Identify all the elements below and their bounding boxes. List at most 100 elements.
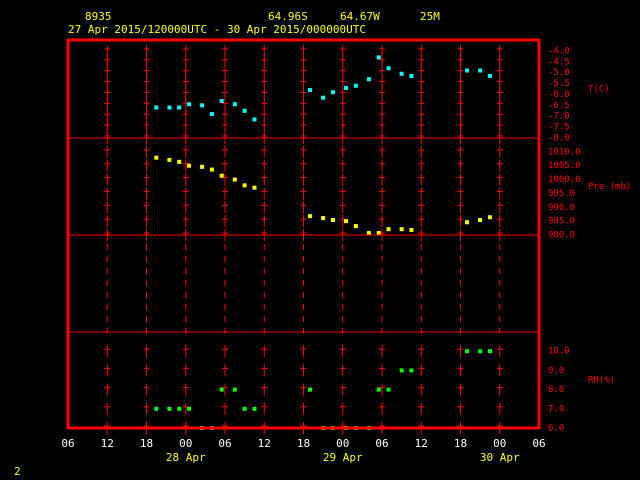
data-point: [177, 406, 182, 411]
latitude: 64.96S: [268, 10, 308, 23]
data-point: [242, 108, 247, 113]
data-point: [409, 228, 414, 233]
y-tick-label: 1005.0: [548, 161, 581, 171]
y-tick-label: -8.0: [548, 134, 570, 144]
data-point: [386, 387, 391, 392]
data-point: [465, 349, 470, 354]
y-tick-label: -6.5: [548, 101, 570, 111]
data-point: [308, 88, 313, 93]
data-point: [409, 73, 414, 78]
x-tick-label: 12: [415, 437, 428, 450]
y-tick-label: 8.0: [548, 385, 564, 395]
data-point: [177, 105, 182, 110]
data-point: [487, 215, 492, 220]
data-point: [232, 177, 237, 182]
data-point: [167, 157, 172, 162]
data-point: [167, 406, 172, 411]
data-point: [386, 66, 391, 71]
date-label: 30 Apr: [480, 451, 520, 464]
data-point: [232, 387, 237, 392]
data-point: [167, 105, 172, 110]
data-point: [399, 368, 404, 373]
x-tick-label: 18: [297, 437, 310, 450]
data-point: [487, 349, 492, 354]
data-point: [219, 387, 224, 392]
data-point: [209, 167, 214, 172]
y-axis-label: Pre (mb): [588, 182, 631, 192]
data-point: [366, 77, 371, 82]
date-label: 29 Apr: [323, 451, 363, 464]
data-point: [308, 387, 313, 392]
y-tick-label: -4.5: [548, 57, 570, 67]
data-point: [308, 214, 313, 219]
y-tick-label: 1010.0: [548, 147, 581, 157]
data-point: [376, 231, 381, 236]
y-tick-label: 10.0: [548, 347, 570, 357]
data-point: [187, 406, 192, 411]
data-point: [177, 159, 182, 164]
data-point: [487, 73, 492, 78]
data-point: [465, 220, 470, 225]
data-point: [353, 224, 358, 229]
data-point: [344, 85, 349, 90]
data-point: [187, 163, 192, 168]
y-tick-label: -7.0: [548, 112, 570, 122]
data-point: [242, 406, 247, 411]
data-point: [154, 155, 159, 160]
data-point: [252, 117, 257, 122]
data-point: [242, 183, 247, 188]
y-tick-label: -5.5: [548, 79, 570, 89]
data-point: [353, 83, 358, 88]
data-point: [386, 227, 391, 232]
y-axis-label: RH(%): [588, 376, 615, 386]
y-tick-label: 1000.0: [548, 175, 581, 185]
data-point: [330, 218, 335, 223]
y-tick-label: -5.0: [548, 68, 570, 78]
y-tick-label: 990.0: [548, 203, 575, 213]
y-tick-label: 7.0: [548, 404, 564, 414]
y-tick-label: 6.0: [548, 424, 564, 434]
x-tick-label: 00: [493, 437, 506, 450]
x-tick-label: 18: [454, 437, 467, 450]
data-point: [478, 218, 483, 223]
data-point: [209, 112, 214, 117]
data-point: [366, 231, 371, 236]
data-point: [219, 98, 224, 103]
y-tick-label: 9.0: [548, 366, 564, 376]
data-point: [200, 103, 205, 108]
data-point: [154, 105, 159, 110]
x-tick-label: 12: [101, 437, 114, 450]
data-point: [478, 349, 483, 354]
data-point: [252, 406, 257, 411]
data-point: [252, 185, 257, 190]
data-point: [478, 68, 483, 73]
date-label: 28 Apr: [166, 451, 206, 464]
data-point: [321, 95, 326, 100]
y-tick-label: 980.0: [548, 231, 575, 241]
y-tick-label: -4.0: [548, 46, 570, 56]
data-point: [330, 90, 335, 95]
data-point: [200, 164, 205, 169]
data-point: [409, 368, 414, 373]
y-tick-label: -7.5: [548, 123, 570, 133]
period: 27 Apr 2015/120000UTC - 30 Apr 2015/0000…: [68, 23, 366, 36]
longitude: 64.67W: [340, 10, 380, 23]
x-tick-label: 06: [532, 437, 545, 450]
data-point: [344, 219, 349, 224]
data-point: [187, 102, 192, 107]
data-point: [219, 173, 224, 178]
x-tick-label: 06: [375, 437, 388, 450]
x-tick-label: 00: [336, 437, 349, 450]
x-tick-label: 00: [179, 437, 192, 450]
y-tick-label: -6.0: [548, 90, 570, 100]
frame: [66, 38, 541, 430]
data-point: [465, 68, 470, 73]
y-tick-label: 985.0: [548, 217, 575, 227]
x-tick-label: 12: [258, 437, 271, 450]
station-id: 8935: [85, 10, 112, 23]
x-tick-label: 18: [140, 437, 153, 450]
y-axis-label: T(C): [588, 85, 610, 95]
data-point: [399, 71, 404, 76]
page-number: 2: [14, 465, 21, 478]
